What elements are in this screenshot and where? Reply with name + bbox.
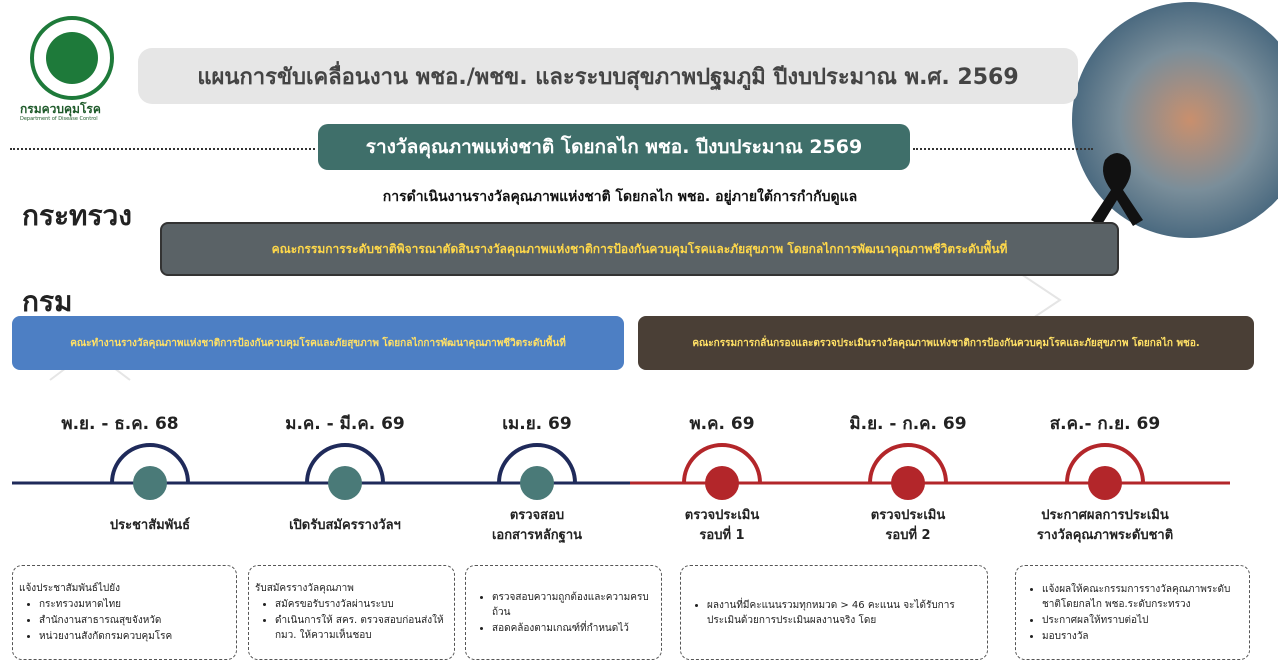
detail-box: ผลงานที่มีคะแนนรวมทุกหมวด > 46 คะแนน จะไ… [680, 565, 988, 660]
timeline-arc [682, 443, 762, 484]
detail-item: กระทรวงมหาดไทย [39, 597, 230, 612]
detail-list: ตรวจสอบความถูกต้องและความครบถ้วนสอดคล้อง… [472, 589, 655, 637]
timeline-arc [868, 443, 948, 484]
detail-box: รับสมัครรางวัลคุณภาพสมัครขอรับรางวัลผ่าน… [248, 565, 455, 660]
timeline-arc [110, 443, 190, 484]
period: ม.ค. - มี.ค. 69 [285, 414, 405, 434]
ribbon [1091, 153, 1143, 226]
detail-list: กระทรวงมหาดไทยสำนักงานสาธารณสุขจังหวัดหน… [19, 596, 230, 645]
dotted-line [913, 148, 1093, 150]
detail-item: แจ้งผลให้คณะกรรมการรางวัลคุณภาพระดับชาติ… [1042, 582, 1243, 612]
detail-item: ตรวจสอบความถูกต้องและความครบถ้วน [492, 590, 655, 620]
detail-heading: แจ้งประชาสัมพันธ์ไปยัง [19, 582, 121, 594]
logo-subtext: Department of Disease Control [20, 116, 98, 122]
detail-item: ผลงานที่มีคะแนนรวมทุกหมวด > 46 คะแนน จะไ… [707, 598, 981, 628]
department-label: กรม [22, 285, 73, 318]
timeline-arc [497, 443, 577, 484]
detail-box: แจ้งผลให้คณะกรรมการรางวัลคุณภาพระดับชาติ… [1015, 565, 1250, 660]
detail-item: ดำเนินการให้ สคร. ตรวจสอบก่อนส่งให้ กมว.… [275, 613, 448, 643]
detail-list: แจ้งผลให้คณะกรรมการรางวัลคุณภาพระดับชาติ… [1022, 581, 1243, 645]
detail-item: หน่วยงานสังกัดกรมควบคุมโรค [39, 629, 230, 644]
detail-item: สอดคล้องตามเกณฑ์ที่กำหนดไว้ [492, 621, 655, 636]
timeline-dot [705, 466, 739, 500]
detail-box: แจ้งประชาสัมพันธ์ไปยังกระทรวงมหาดไทยสำนั… [12, 565, 237, 660]
step-title: ประกาศผลการประเมิน รางวัลคุณภาพระดับชาติ [1036, 508, 1174, 543]
detail-list: ผลงานที่มีคะแนนรวมทุกหมวด > 46 คะแนน จะไ… [687, 597, 981, 629]
detail-item: สมัครขอรับรางวัลผ่านระบบ [275, 597, 448, 612]
detail-item: มอบรางวัล [1042, 629, 1243, 644]
timeline-arc [1065, 443, 1145, 484]
timeline-dot [891, 466, 925, 500]
step-title: เปิดรับสมัครรางวัลฯ [289, 518, 401, 533]
detail-item: ประกาศผลให้ทราบต่อไป [1042, 613, 1243, 628]
title: แผนการขับเคลื่อนงาน พชอ./พชข. และระบบสุข… [138, 48, 1078, 104]
caption: การดำเนินงานรางวัลคุณภาพแห่งชาติ โดยกลไก… [382, 189, 858, 205]
detail-box: ตรวจสอบความถูกต้องและความครบถ้วนสอดคล้อง… [465, 565, 662, 660]
step-title: ตรวจประเมิน รอบที่ 1 [684, 508, 760, 543]
timeline-dot [520, 466, 554, 500]
detail-heading: รับสมัครรางวัลคุณภาพ [255, 583, 354, 594]
right-committee: คณะกรรมการกลั่นกรองและตรวจประเมินรางวัลค… [638, 316, 1254, 370]
dotted-line [10, 148, 315, 150]
timeline-arc [305, 443, 385, 484]
period: มิ.ย. - ก.ค. 69 [849, 414, 967, 434]
step-title: ประชาสัมพันธ์ [109, 518, 191, 533]
logo-inner [46, 32, 98, 84]
period: ส.ค.- ก.ย. 69 [1049, 414, 1161, 434]
step-title: ตรวจประเมิน รอบที่ 2 [870, 508, 946, 543]
timeline-dot [328, 466, 362, 500]
detail-item: สำนักงานสาธารณสุขจังหวัด [39, 613, 230, 628]
detail-list: สมัครขอรับรางวัลผ่านระบบดำเนินการให้ สคร… [255, 596, 448, 644]
left-committee: คณะทำงานรางวัลคุณภาพแห่งชาติการป้องกันคว… [12, 316, 624, 370]
timeline-dot [133, 466, 167, 500]
period: พ.ค. 69 [689, 414, 755, 434]
period: พ.ย. - ธ.ค. 68 [61, 414, 179, 434]
logo-text: กรมควบคุมโรค [20, 102, 101, 116]
subtitle: รางวัลคุณภาพแห่งชาติ โดยกลไก พชอ. ปีงบปร… [318, 124, 910, 170]
ministry-committee: คณะกรรมการระดับชาติพิจารณาตัดสินรางวัลคุ… [160, 222, 1119, 276]
period: เม.ย. 69 [502, 414, 572, 434]
step-title: ตรวจสอบ เอกสารหลักฐาน [491, 508, 583, 543]
timeline-dot [1088, 466, 1122, 500]
ministry-label: กระทรวง [22, 199, 132, 232]
